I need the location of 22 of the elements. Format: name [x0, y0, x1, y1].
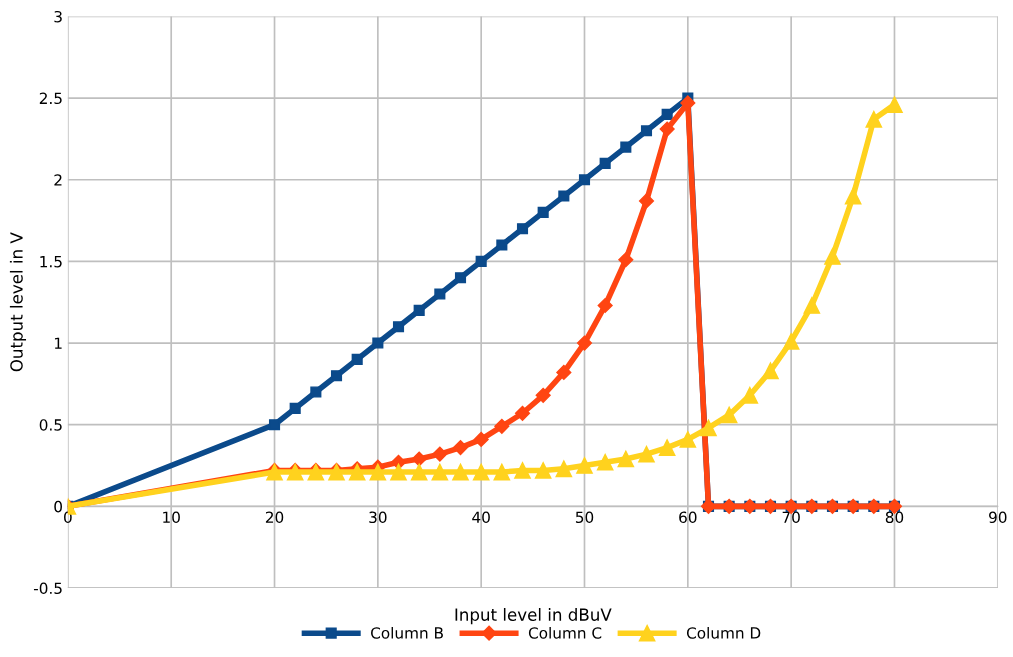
x-tick-label: 30	[369, 511, 387, 524]
x-tick-label: 80	[885, 511, 904, 524]
y-tick-label: 0.5	[39, 419, 62, 431]
x-tick-label: 10	[163, 511, 180, 524]
y-tick-label: 3	[54, 10, 62, 23]
y-tick-label: 2	[54, 174, 62, 186]
x-tick-label: 90	[989, 511, 1007, 524]
x-tick-label: 20	[265, 511, 284, 524]
legend-label: Column C	[528, 626, 602, 639]
x-tick-label: 70	[782, 511, 800, 524]
y-tick-label: -0.5	[33, 582, 62, 595]
y-tick-label: 1	[54, 337, 62, 349]
x-tick-label: 50	[575, 511, 594, 524]
x-axis-title: Input level in dBuV	[455, 608, 612, 625]
y-tick-label: 0	[54, 500, 62, 513]
y-tick-label: 2.5	[39, 92, 62, 105]
x-tick-label: 40	[472, 511, 490, 524]
y-axis-title: Output level in V	[9, 232, 27, 372]
y-tick-label: 1.5	[40, 256, 62, 268]
legend-label: Column D	[686, 626, 761, 639]
x-tick-label: 60	[679, 511, 697, 524]
legend-label: Column B	[371, 626, 443, 639]
